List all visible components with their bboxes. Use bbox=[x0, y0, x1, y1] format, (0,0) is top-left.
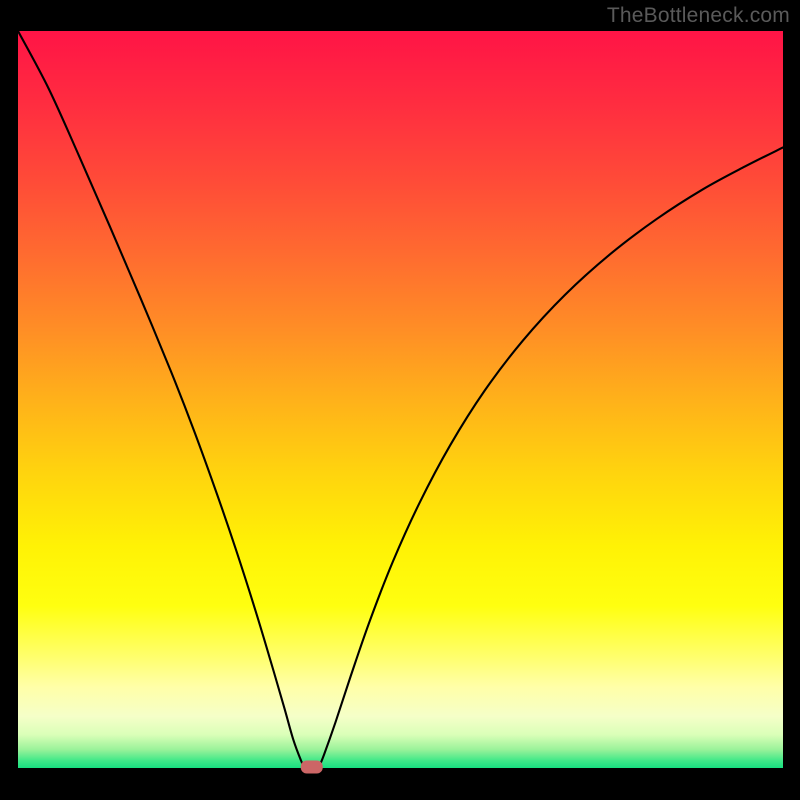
watermark-text: TheBottleneck.com bbox=[607, 4, 790, 28]
optimum-marker bbox=[301, 761, 323, 774]
chart-svg bbox=[0, 0, 800, 800]
plot-background bbox=[18, 31, 783, 768]
chart-container: TheBottleneck.com bbox=[0, 0, 800, 800]
